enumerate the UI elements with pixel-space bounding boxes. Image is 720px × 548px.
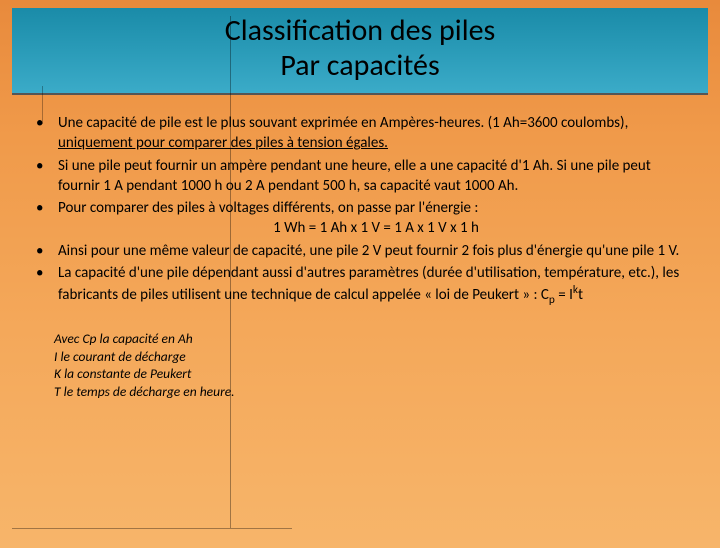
bullet-1-pre: Une capacité de pile est le plus souvant… [58,114,628,132]
title-bar: Classification des piles Par capacités [12,8,708,95]
slide-title: Classification des piles Par capacités [12,14,708,83]
bullet-3-formula: 1 Wh = 1 Ah x 1 V = 1 A x 1 V x 1 h [58,218,694,238]
title-line-2: Par capacités [280,47,439,84]
vertical-divider-2 [42,86,43,124]
bullet-4-text: Ainsi pour une même valeur de capacité, … [58,242,679,260]
bullet-2: Si une pile peut fournir un ampère penda… [26,156,694,197]
bullet-list: Une capacité de pile est le plus souvant… [26,113,694,308]
bullet-5-pre: La capacité d'une pile dépendant aussi d… [58,264,679,304]
note-2: I le courant de décharge [54,348,694,366]
horizontal-divider [12,528,292,529]
bullet-2-text: Si une pile peut fournir un ampère penda… [58,157,651,195]
bullet-4: Ainsi pour une même valeur de capacité, … [26,241,694,261]
bullet-1-underlined: uniquement pour comparer des piles à ten… [58,134,388,152]
bullet-3: Pour comparer des piles à voltages diffé… [26,198,694,239]
vertical-divider-1 [230,16,231,528]
bullet-3-text: Pour comparer des piles à voltages diffé… [58,199,478,217]
note-4: T le temps de décharge en heure. [54,383,694,401]
content-area: Une capacité de pile est le plus souvant… [0,95,720,400]
bullet-1: Une capacité de pile est le plus souvant… [26,113,694,154]
notes-block: Avec Cp la capacité en Ah I le courant d… [26,310,694,400]
note-1: Avec Cp la capacité en Ah [54,330,694,348]
title-line-1: Classification des piles [225,12,495,49]
bullet-5-mid: = I [555,286,573,304]
note-3: K la constante de Peukert [54,365,694,383]
bullet-5: La capacité d'une pile dépendant aussi d… [26,263,694,308]
bullet-5-post: t [578,286,583,304]
